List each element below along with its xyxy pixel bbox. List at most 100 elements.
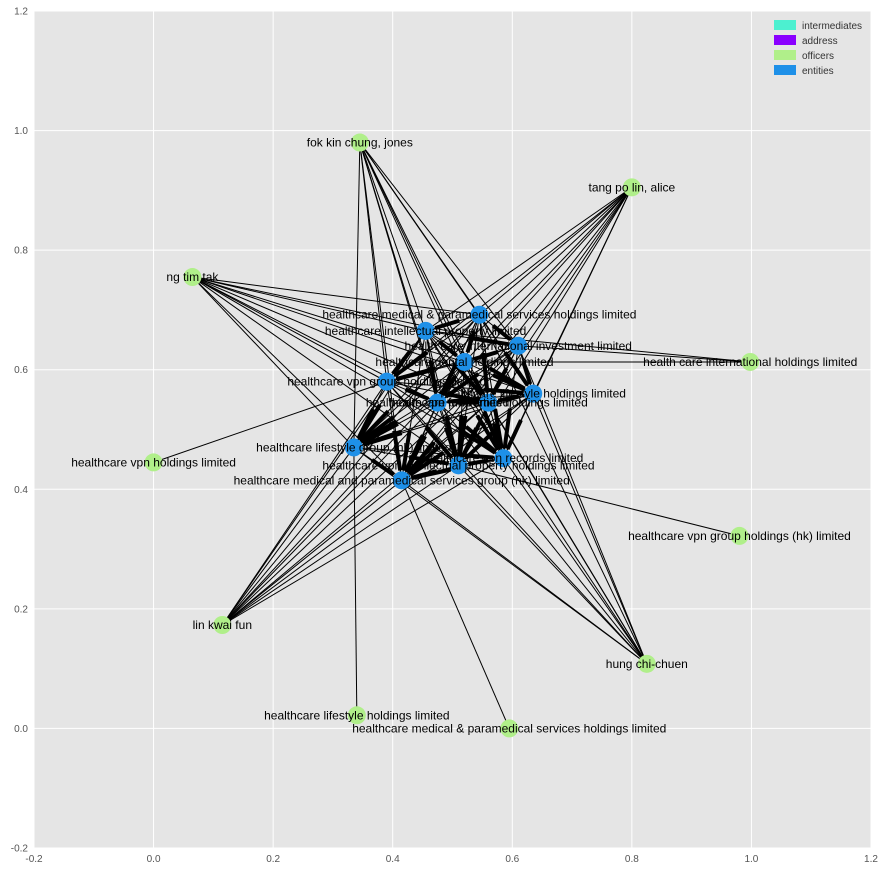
edge [222, 457, 504, 626]
x-tick-label: 1.0 [744, 854, 758, 865]
edge-arrow [470, 374, 486, 395]
edge-arrow [468, 458, 489, 466]
edge-arrow [404, 435, 424, 473]
edge-arrow [362, 429, 402, 447]
officer-node [637, 654, 656, 673]
entity-node [524, 384, 543, 403]
node-label: healthcare vpn intellectual property hol… [322, 458, 594, 472]
node-label: fok kin chung, jones [307, 136, 413, 150]
edge [192, 276, 438, 404]
officer-node [500, 719, 519, 738]
edge [425, 186, 633, 332]
edge [518, 345, 751, 363]
officer-node [213, 615, 232, 634]
edge [359, 142, 427, 332]
edge-arrow [465, 330, 477, 354]
entity-node [479, 393, 498, 412]
y-tick-label: 0.2 [14, 604, 28, 615]
edge-arrow [453, 452, 494, 460]
node-label: hung chi-chuen [606, 657, 688, 671]
edge [353, 187, 633, 448]
edge-arrow [401, 430, 412, 471]
legend-label-entities: entities [802, 66, 834, 77]
officer-node [741, 352, 760, 371]
edge-arrow [521, 361, 533, 385]
plot-area [34, 11, 871, 848]
officer-node [622, 178, 641, 197]
node-label: healthcare vpn group holdings limited [287, 375, 486, 389]
edge-arrow [391, 349, 412, 375]
node-label: healthcare dental holdings limited [375, 355, 553, 369]
node-label: healthcare lifestyle group (hk) limited [256, 440, 451, 454]
edge [192, 276, 426, 332]
edge [221, 447, 355, 626]
edge-arrow [473, 349, 499, 361]
edge-arrow [502, 408, 512, 449]
node-label: healthcare properties holdings limited [389, 396, 588, 410]
y-tick-label: 0.8 [14, 246, 28, 257]
edge-arrow [434, 318, 460, 330]
edge-arrow [361, 422, 399, 445]
edge [487, 187, 633, 403]
edge-arrow [492, 373, 525, 392]
edge-arrow [483, 387, 524, 395]
edge [458, 464, 740, 537]
entity-node [344, 438, 363, 457]
y-tick-label: 0.0 [14, 724, 28, 735]
node-label: health care international investment lim… [405, 339, 632, 353]
edge-arrow [395, 368, 432, 382]
edge [425, 330, 751, 363]
legend-label-intermediates: intermediates [802, 21, 862, 32]
edge [153, 381, 387, 463]
legend-label-officers: officers [802, 51, 834, 62]
edge [353, 142, 361, 448]
edge [192, 276, 459, 466]
edge-arrow [441, 374, 457, 396]
node-label: tang po lin, alice [588, 180, 675, 194]
officer-node [183, 268, 202, 287]
edge-arrow [460, 427, 479, 458]
node-label: lin kwai fun [193, 618, 252, 632]
edge-arrow [505, 419, 523, 450]
entity-node [494, 449, 513, 468]
legend-label-address: address [802, 36, 838, 47]
edge [222, 393, 534, 626]
edge-arrow [460, 429, 497, 455]
grid-lines [33, 10, 872, 849]
edge-arrow [424, 426, 454, 460]
node-label: healthcare vpn holdings limited [71, 455, 236, 469]
entity-node [416, 321, 435, 340]
edge-arrow [408, 451, 445, 477]
edge [437, 402, 648, 665]
edge-arrow [360, 415, 395, 443]
edge [386, 381, 648, 665]
node-label: health care international holdings limit… [643, 355, 857, 369]
edge [517, 187, 633, 347]
node-label: healthcare medical & paramedical service… [322, 308, 636, 322]
node-label: ng tim tak [166, 270, 219, 284]
edge [192, 276, 387, 383]
entity-node [377, 372, 396, 391]
edge-arrow [503, 351, 530, 387]
edge [222, 402, 489, 626]
edge [192, 276, 403, 481]
entity-node [449, 456, 468, 475]
edges-layer [153, 142, 751, 729]
x-tick-label: 0.8 [625, 854, 639, 865]
y-tick-label: 0.6 [14, 365, 28, 376]
edge-arrow [404, 387, 430, 401]
edge [221, 381, 388, 626]
edge-arrow [359, 409, 390, 442]
edge-arrow [464, 425, 497, 454]
legend-swatch-intermediates [774, 20, 796, 30]
entity-node [509, 336, 528, 355]
x-tick-label: 0.4 [386, 854, 400, 865]
edge [359, 142, 459, 466]
x-tick-label: 0.0 [147, 854, 161, 865]
edge [502, 457, 648, 665]
y-tick-label: 1.2 [14, 7, 28, 18]
edge-arrow [481, 352, 490, 393]
x-tick-label: 0.2 [266, 854, 280, 865]
edge [221, 402, 438, 626]
entity-node [392, 471, 411, 490]
